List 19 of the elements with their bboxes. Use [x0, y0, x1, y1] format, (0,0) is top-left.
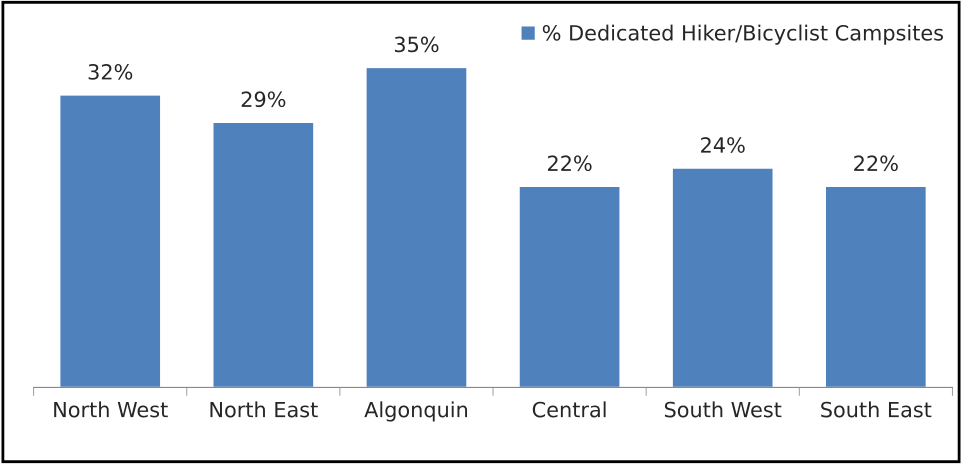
data-label: 24% — [701, 137, 745, 153]
bar — [212, 122, 315, 388]
data-label: 32% — [88, 64, 132, 80]
data-label: 22% — [548, 155, 592, 172]
bar — [59, 94, 162, 388]
data-label: 22% — [854, 155, 898, 172]
x-tick-label: Central — [532, 401, 606, 418]
bar — [671, 167, 774, 388]
x-tick-label: South West — [664, 401, 782, 418]
x-tick-label: South East — [821, 401, 932, 418]
bar — [365, 66, 468, 388]
x-tick-label: North West — [54, 401, 168, 418]
bar — [824, 186, 928, 388]
data-label: 29% — [242, 91, 286, 108]
data-label: 35% — [394, 36, 438, 52]
x-tick-label: North East — [210, 401, 318, 418]
bar — [518, 186, 621, 388]
x-tick-label: Algonquin — [364, 401, 468, 422]
legend-label: % Dedicated Hiker/Bicyclist Campsites — [542, 24, 944, 45]
